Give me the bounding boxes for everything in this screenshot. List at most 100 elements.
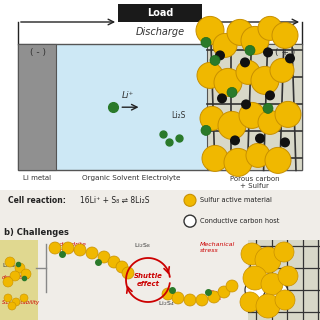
Circle shape: [162, 288, 174, 300]
Circle shape: [240, 292, 260, 312]
Circle shape: [200, 106, 224, 130]
Circle shape: [15, 263, 25, 273]
Circle shape: [272, 22, 298, 48]
Circle shape: [3, 277, 13, 287]
Text: Sulfur
loss: Sulfur loss: [210, 290, 228, 301]
Circle shape: [227, 87, 237, 97]
Circle shape: [241, 100, 251, 109]
Text: ( + ): ( + ): [275, 47, 295, 57]
Circle shape: [265, 90, 275, 100]
Circle shape: [251, 66, 279, 94]
Bar: [207, 44, 302, 170]
Bar: [18, 44, 302, 170]
Circle shape: [184, 215, 196, 227]
Text: Li$_2$S$_8$: Li$_2$S$_8$: [134, 242, 151, 251]
Circle shape: [241, 26, 269, 54]
Circle shape: [4, 294, 12, 302]
Circle shape: [243, 266, 267, 290]
Circle shape: [201, 37, 211, 47]
Circle shape: [263, 47, 273, 57]
Circle shape: [196, 294, 208, 306]
Circle shape: [5, 257, 15, 267]
Circle shape: [226, 280, 238, 292]
Circle shape: [263, 103, 273, 113]
Bar: [56, 44, 207, 170]
Circle shape: [108, 256, 120, 268]
Circle shape: [255, 133, 265, 143]
Circle shape: [201, 125, 211, 135]
Text: b) Challenges: b) Challenges: [4, 228, 69, 237]
Circle shape: [184, 294, 196, 306]
Text: Li metal: Li metal: [23, 175, 51, 181]
Circle shape: [245, 45, 255, 55]
Text: Discharge: Discharge: [135, 27, 185, 37]
Text: Li$_2$S: Li$_2$S: [2, 261, 16, 270]
Circle shape: [250, 258, 270, 278]
Circle shape: [285, 53, 295, 63]
Circle shape: [210, 55, 220, 65]
Text: ( - ): ( - ): [30, 47, 46, 57]
Text: Li₂S: Li₂S: [171, 111, 185, 120]
Circle shape: [184, 194, 196, 206]
Circle shape: [215, 50, 225, 60]
Circle shape: [116, 261, 128, 273]
Circle shape: [255, 247, 281, 273]
Text: Mechanical
stress: Mechanical stress: [200, 242, 235, 253]
Circle shape: [20, 294, 28, 302]
Circle shape: [86, 247, 98, 259]
Circle shape: [230, 135, 240, 145]
Circle shape: [49, 242, 61, 254]
Circle shape: [275, 101, 301, 127]
Bar: [118, 4, 202, 22]
Circle shape: [224, 148, 252, 176]
Circle shape: [270, 58, 294, 82]
Circle shape: [227, 20, 253, 45]
Bar: [248, 240, 320, 320]
Circle shape: [217, 93, 227, 103]
Circle shape: [8, 302, 16, 310]
Circle shape: [280, 137, 290, 148]
Circle shape: [202, 145, 228, 172]
Circle shape: [62, 242, 74, 254]
Circle shape: [21, 269, 31, 279]
Circle shape: [239, 102, 265, 128]
Bar: [18, 44, 56, 170]
Text: deposition: deposition: [2, 275, 31, 280]
Circle shape: [213, 33, 237, 57]
Circle shape: [265, 148, 291, 173]
Circle shape: [197, 62, 223, 88]
Text: Organic Solvent Electrolyte: Organic Solvent Electrolyte: [82, 175, 181, 181]
Circle shape: [240, 57, 250, 68]
Circle shape: [172, 292, 184, 304]
Circle shape: [245, 280, 265, 300]
Text: Sulfur active material: Sulfur active material: [200, 197, 272, 203]
Circle shape: [218, 111, 246, 140]
Circle shape: [98, 251, 110, 263]
Text: 16Li⁺ + S₈ ⇌ 8Li₂S: 16Li⁺ + S₈ ⇌ 8Li₂S: [80, 196, 149, 205]
Circle shape: [258, 110, 282, 134]
Text: SEI instability: SEI instability: [2, 300, 39, 305]
Text: Shuttle
effect: Shuttle effect: [133, 274, 163, 286]
Circle shape: [268, 282, 288, 302]
Circle shape: [196, 16, 224, 44]
Circle shape: [278, 266, 298, 286]
Text: Li$_2$S$_4$: Li$_2$S$_4$: [158, 300, 175, 308]
Circle shape: [241, 243, 263, 265]
Text: Li dendrite
formation: Li dendrite formation: [52, 242, 86, 253]
Circle shape: [258, 16, 282, 40]
Circle shape: [208, 291, 220, 303]
Circle shape: [236, 60, 260, 84]
Text: Li⁺: Li⁺: [121, 91, 134, 100]
Circle shape: [74, 244, 86, 256]
Text: Cell reaction:: Cell reaction:: [8, 196, 66, 205]
Circle shape: [274, 242, 294, 262]
Circle shape: [275, 290, 295, 310]
Text: Load: Load: [147, 8, 173, 18]
Text: Conductive carbon host: Conductive carbon host: [200, 218, 279, 224]
Circle shape: [261, 273, 283, 295]
Circle shape: [12, 298, 20, 306]
Circle shape: [214, 68, 242, 96]
Text: Porous carbon
+ Sulfur: Porous carbon + Sulfur: [230, 176, 279, 189]
Circle shape: [10, 271, 20, 281]
Bar: [0, 240, 38, 320]
